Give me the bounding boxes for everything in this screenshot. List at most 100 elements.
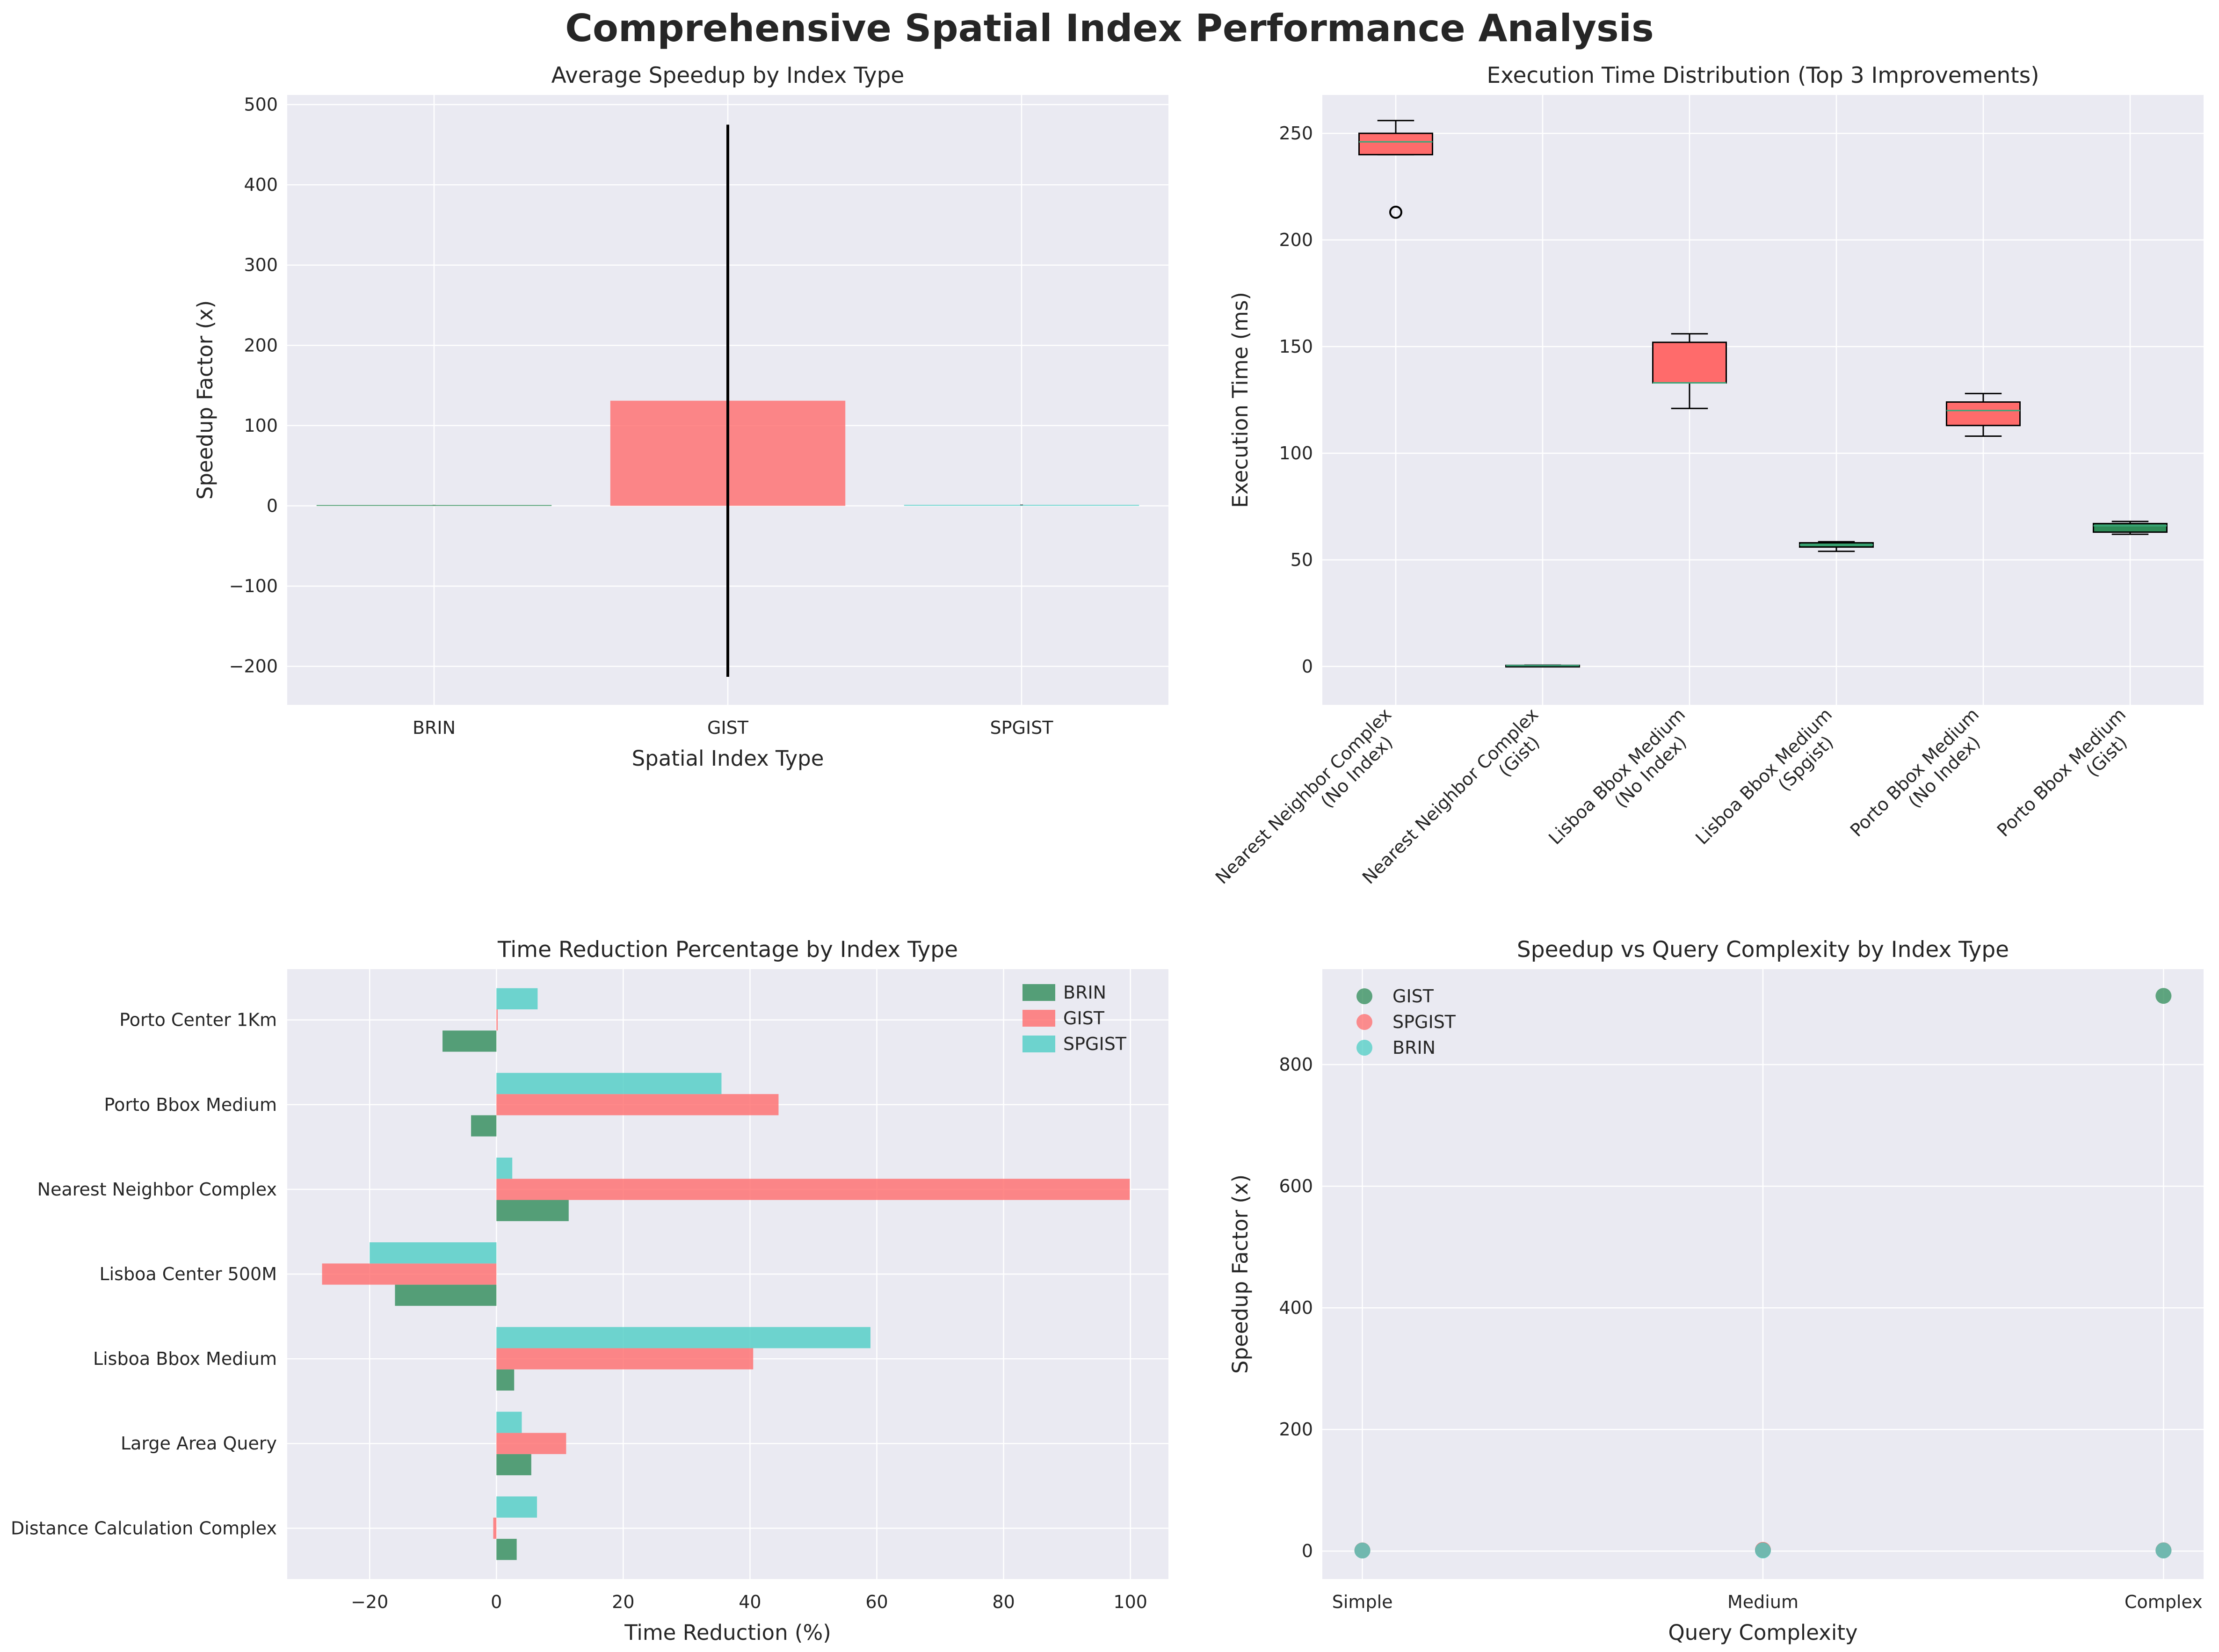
- y-tick-label: 0: [267, 495, 278, 516]
- legend: GIST SPGIST BRIN: [1356, 986, 1456, 1058]
- box-3: [1652, 333, 1727, 409]
- bar-gist: [496, 1433, 566, 1454]
- legend-label: SPGIST: [1063, 1034, 1127, 1054]
- y-tick-label: 0: [1302, 1541, 1313, 1561]
- box-body: [1946, 401, 2021, 427]
- y-tick-label: 50: [1291, 550, 1313, 570]
- x-tick-label: BRIN: [413, 717, 456, 738]
- plot-area: [1322, 95, 2204, 705]
- x-tick-label: 100: [1113, 1592, 1147, 1612]
- y-tick-label: 400: [1279, 1297, 1313, 1318]
- bar-gist: [496, 1094, 779, 1116]
- y-tick-label: Large Area Query: [121, 1433, 277, 1454]
- x-tick-label: 20: [612, 1592, 634, 1612]
- y-tick-label: 800: [1279, 1054, 1313, 1075]
- legend-label: BRIN: [1063, 982, 1106, 1003]
- bar-brin: [395, 1284, 497, 1306]
- y-tick-label: Lisboa Bbox Medium: [93, 1348, 277, 1369]
- bar-spgist: [370, 1242, 497, 1264]
- x-tick-label: Complex: [2125, 1592, 2203, 1612]
- y-tick-label: 500: [244, 94, 278, 115]
- bar-spgist: [496, 1496, 537, 1518]
- y-tick-label: Lisboa Center 500M: [99, 1264, 277, 1284]
- bar-brin: [316, 505, 552, 506]
- bar-brin: [471, 1115, 497, 1137]
- legend-marker-brin: [1356, 1040, 1372, 1056]
- bar-gist: [496, 1009, 498, 1031]
- bar-brin: [496, 1200, 569, 1221]
- y-axis-label: Speedup Factor (x): [193, 300, 218, 500]
- figure-title: Comprehensive Spatial Index Performance …: [565, 7, 1653, 50]
- box-6: [2093, 521, 2168, 535]
- panel-speedup: Average Speedup by Index Type −200 −100 0 10…: [193, 63, 1168, 771]
- box-2: [1505, 664, 1580, 668]
- point-brin: [2155, 1543, 2172, 1559]
- y-tick-label: 200: [1279, 1419, 1313, 1440]
- outlier-point: [1389, 205, 1402, 219]
- x-tick-label: Simple: [1332, 1592, 1393, 1612]
- bar-spgist: [496, 988, 538, 1010]
- legend: BRIN GIST SPGIST: [1022, 982, 1127, 1054]
- y-tick-label: Distance Calculation Complex: [11, 1518, 277, 1538]
- y-tick-label: −200: [229, 656, 278, 677]
- panel-title: Speedup vs Query Complexity by Index Typ…: [1517, 937, 2009, 963]
- y-tick-label: 600: [1279, 1176, 1313, 1196]
- y-tick-label: 100: [1279, 443, 1313, 464]
- legend-label: GIST: [1063, 1008, 1105, 1029]
- x-tick-label: 80: [992, 1592, 1015, 1612]
- x-tick-label: Medium: [1727, 1592, 1798, 1612]
- box-body: [1652, 341, 1727, 384]
- y-tick-label: −100: [229, 576, 278, 596]
- legend-swatch-spgist: [1022, 1036, 1055, 1052]
- y-tick-label: 400: [244, 174, 278, 195]
- y-tick-label: Porto Bbox Medium: [104, 1094, 277, 1115]
- panel-complexity: Speedup vs Query Complexity by Index Typ…: [1228, 937, 2204, 1645]
- x-axis-label: Query Complexity: [1668, 1620, 1857, 1645]
- point-brin: [1354, 1543, 1371, 1559]
- bar-spgist: [496, 1157, 513, 1179]
- box-4: [1799, 541, 1874, 552]
- y-tick-label: 300: [244, 255, 278, 275]
- box-1: [1358, 120, 1433, 219]
- bar-brin: [496, 1454, 531, 1476]
- x-tick-label: SPGIST: [990, 717, 1053, 738]
- bar-brin: [496, 1369, 515, 1391]
- x-tick-label: −20: [351, 1592, 388, 1612]
- y-tick-label: Porto Center 1Km: [119, 1010, 277, 1030]
- y-tick-label: 200: [244, 335, 278, 355]
- bar-spgist: [496, 1072, 722, 1094]
- legend-label: BRIN: [1392, 1037, 1436, 1058]
- panel-title: Time Reduction Percentage by Index Type: [497, 937, 958, 963]
- box-body: [1358, 132, 1433, 156]
- legend-swatch-gist: [1022, 1010, 1055, 1027]
- x-tick-label: 0: [491, 1592, 502, 1612]
- bar-spgist: [904, 505, 1139, 506]
- y-tick-label: 200: [1279, 230, 1313, 250]
- bar-brin: [442, 1030, 497, 1052]
- x-tick-label: 40: [739, 1592, 761, 1612]
- panel-title: Average Speedup by Index Type: [551, 63, 905, 88]
- y-tick-label: 0: [1302, 656, 1313, 677]
- legend-label: SPGIST: [1392, 1012, 1456, 1032]
- x-tick-label: GIST: [707, 717, 749, 738]
- bar-gist: [322, 1263, 497, 1285]
- y-tick-label: 250: [1279, 123, 1313, 144]
- bar-gist: [496, 1348, 754, 1369]
- x-axis-label: Spatial Index Type: [632, 746, 824, 771]
- legend-marker-gist: [1356, 988, 1372, 1004]
- y-tick-label: 150: [1279, 336, 1313, 357]
- y-axis-label: Speedup Factor (x): [1228, 1174, 1253, 1374]
- y-axis-label: Execution Time (ms): [1228, 292, 1253, 508]
- x-tick-label: 60: [865, 1592, 888, 1612]
- panel-time_reduction: Time Reduction Percentage by Index Type −…: [11, 937, 1168, 1645]
- bar-brin: [496, 1538, 517, 1560]
- legend-swatch-brin: [1022, 984, 1055, 1001]
- y-tick-label: Nearest Neighbor Complex: [37, 1179, 277, 1200]
- x-axis-label: Time Reduction (%): [624, 1620, 831, 1645]
- point-brin: [1755, 1542, 1771, 1558]
- panel-title: Execution Time Distribution (Top 3 Impro…: [1487, 63, 2039, 88]
- bar-spgist: [496, 1412, 522, 1433]
- y-tick-label: 100: [244, 415, 278, 436]
- legend-marker-spgist: [1356, 1014, 1372, 1030]
